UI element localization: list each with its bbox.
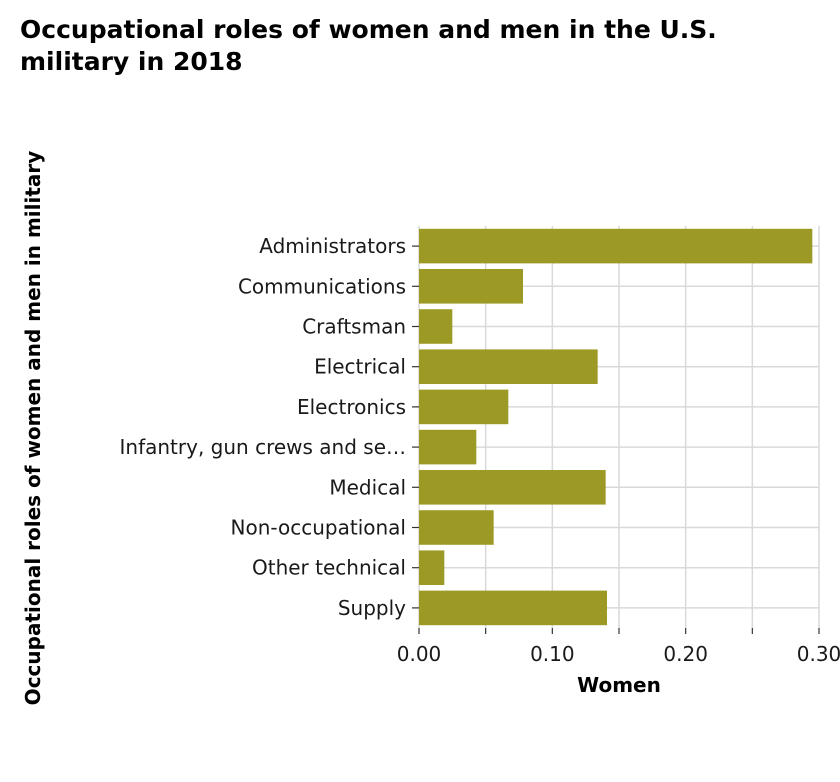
x-tick-label: 0.30 xyxy=(797,642,840,666)
bar xyxy=(419,470,606,505)
bar xyxy=(419,228,813,264)
x-axis-title: Women xyxy=(577,673,661,697)
y-tick-label: Administrators xyxy=(259,234,406,258)
x-tick-label: 0.00 xyxy=(397,642,442,666)
y-axis-title: Occupational roles of women and men in m… xyxy=(21,151,45,706)
bars xyxy=(419,228,813,626)
bar xyxy=(419,309,453,344)
chart-title: Occupational roles of women and men in t… xyxy=(20,15,717,76)
bar xyxy=(419,269,523,304)
x-axis-ticks: 0.00 0.10 0.20 0.30 xyxy=(397,628,840,666)
bar xyxy=(419,510,494,545)
x-tick-label: 0.10 xyxy=(530,642,575,666)
y-tick-label: Other technical xyxy=(252,556,406,580)
y-tick-label: Communications xyxy=(238,274,406,298)
y-tick-label: Electrical xyxy=(314,355,406,379)
y-tick-label: Medical xyxy=(329,475,406,499)
bar xyxy=(419,550,445,585)
bar xyxy=(419,590,607,626)
y-axis-ticks: Administrators Communications Craftsman Ele… xyxy=(120,234,419,620)
y-tick-label: Non-occupational xyxy=(231,516,406,540)
x-tick-label: 0.20 xyxy=(663,642,708,666)
y-tick-label: Infantry, gun crews and se… xyxy=(120,435,407,459)
y-tick-label: Craftsman xyxy=(302,315,406,339)
bar xyxy=(419,389,509,425)
bar xyxy=(419,429,477,465)
y-tick-label: Electronics xyxy=(297,395,406,419)
y-tick-label: Supply xyxy=(338,596,406,620)
bar xyxy=(419,349,598,384)
